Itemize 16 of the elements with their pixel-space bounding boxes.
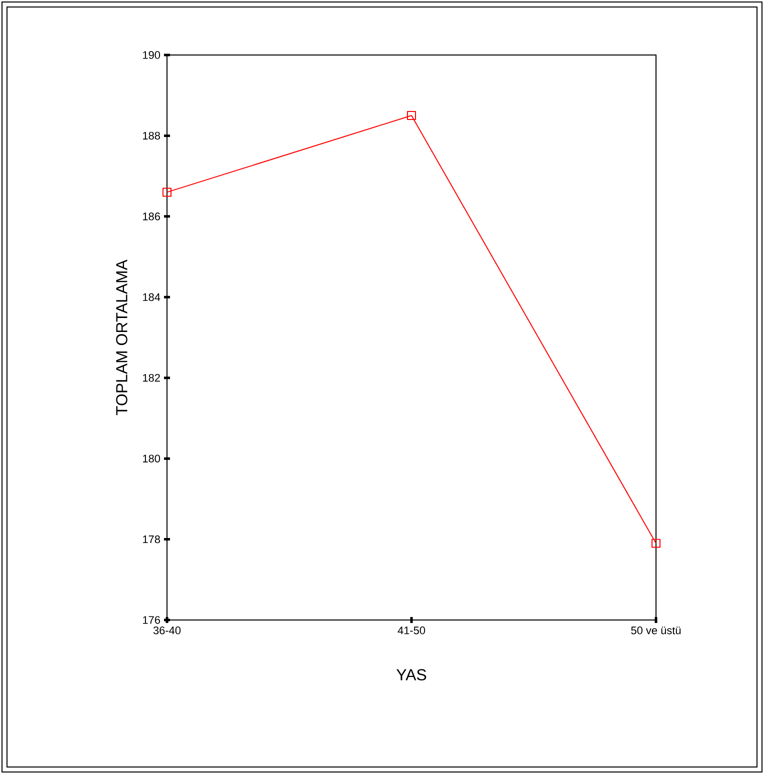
y-tick-label: 186 bbox=[143, 212, 160, 220]
x-tick-label: 50 ve üstü bbox=[631, 626, 681, 634]
x-axis-title: YAS bbox=[396, 669, 426, 680]
y-tick-label: 184 bbox=[143, 293, 160, 302]
y-axis-title: TOPLAM ORTALAMA bbox=[116, 260, 128, 416]
x-tick-label: 41-50 bbox=[398, 626, 426, 634]
point bbox=[407, 111, 416, 120]
y-tick-label: 176 bbox=[143, 616, 160, 624]
y-tick-label: 182 bbox=[143, 374, 160, 382]
y-tick-label: 188 bbox=[143, 132, 160, 140]
y-tick-label: 190 bbox=[143, 51, 160, 59]
y-tick-label: 178 bbox=[143, 535, 160, 544]
point bbox=[162, 188, 172, 197]
y-tick-label: 180 bbox=[143, 454, 160, 462]
x-tick-label: 36-40 bbox=[153, 626, 181, 634]
point bbox=[652, 538, 661, 548]
